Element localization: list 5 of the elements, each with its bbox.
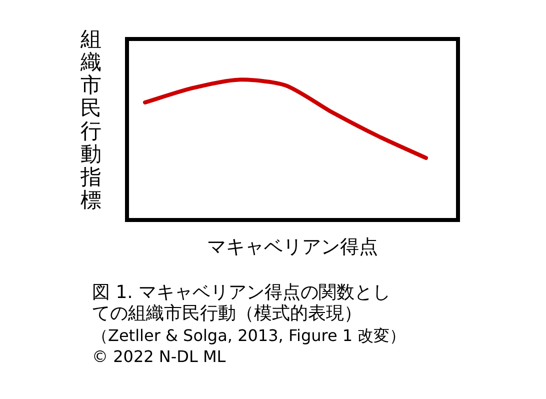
y-axis-title: 組織市民行動指標 [80,27,102,212]
text: 図 1. マキャベリアン得点の関数としての組織市民行動（模式的表現） [92,282,392,324]
text: （Zetller & Solga, 2013, Figure 1 改変） [92,326,406,347]
text: © 2022 N-DL ML [92,347,226,366]
x-axis-title: マキャベリアン得点 [206,235,379,260]
